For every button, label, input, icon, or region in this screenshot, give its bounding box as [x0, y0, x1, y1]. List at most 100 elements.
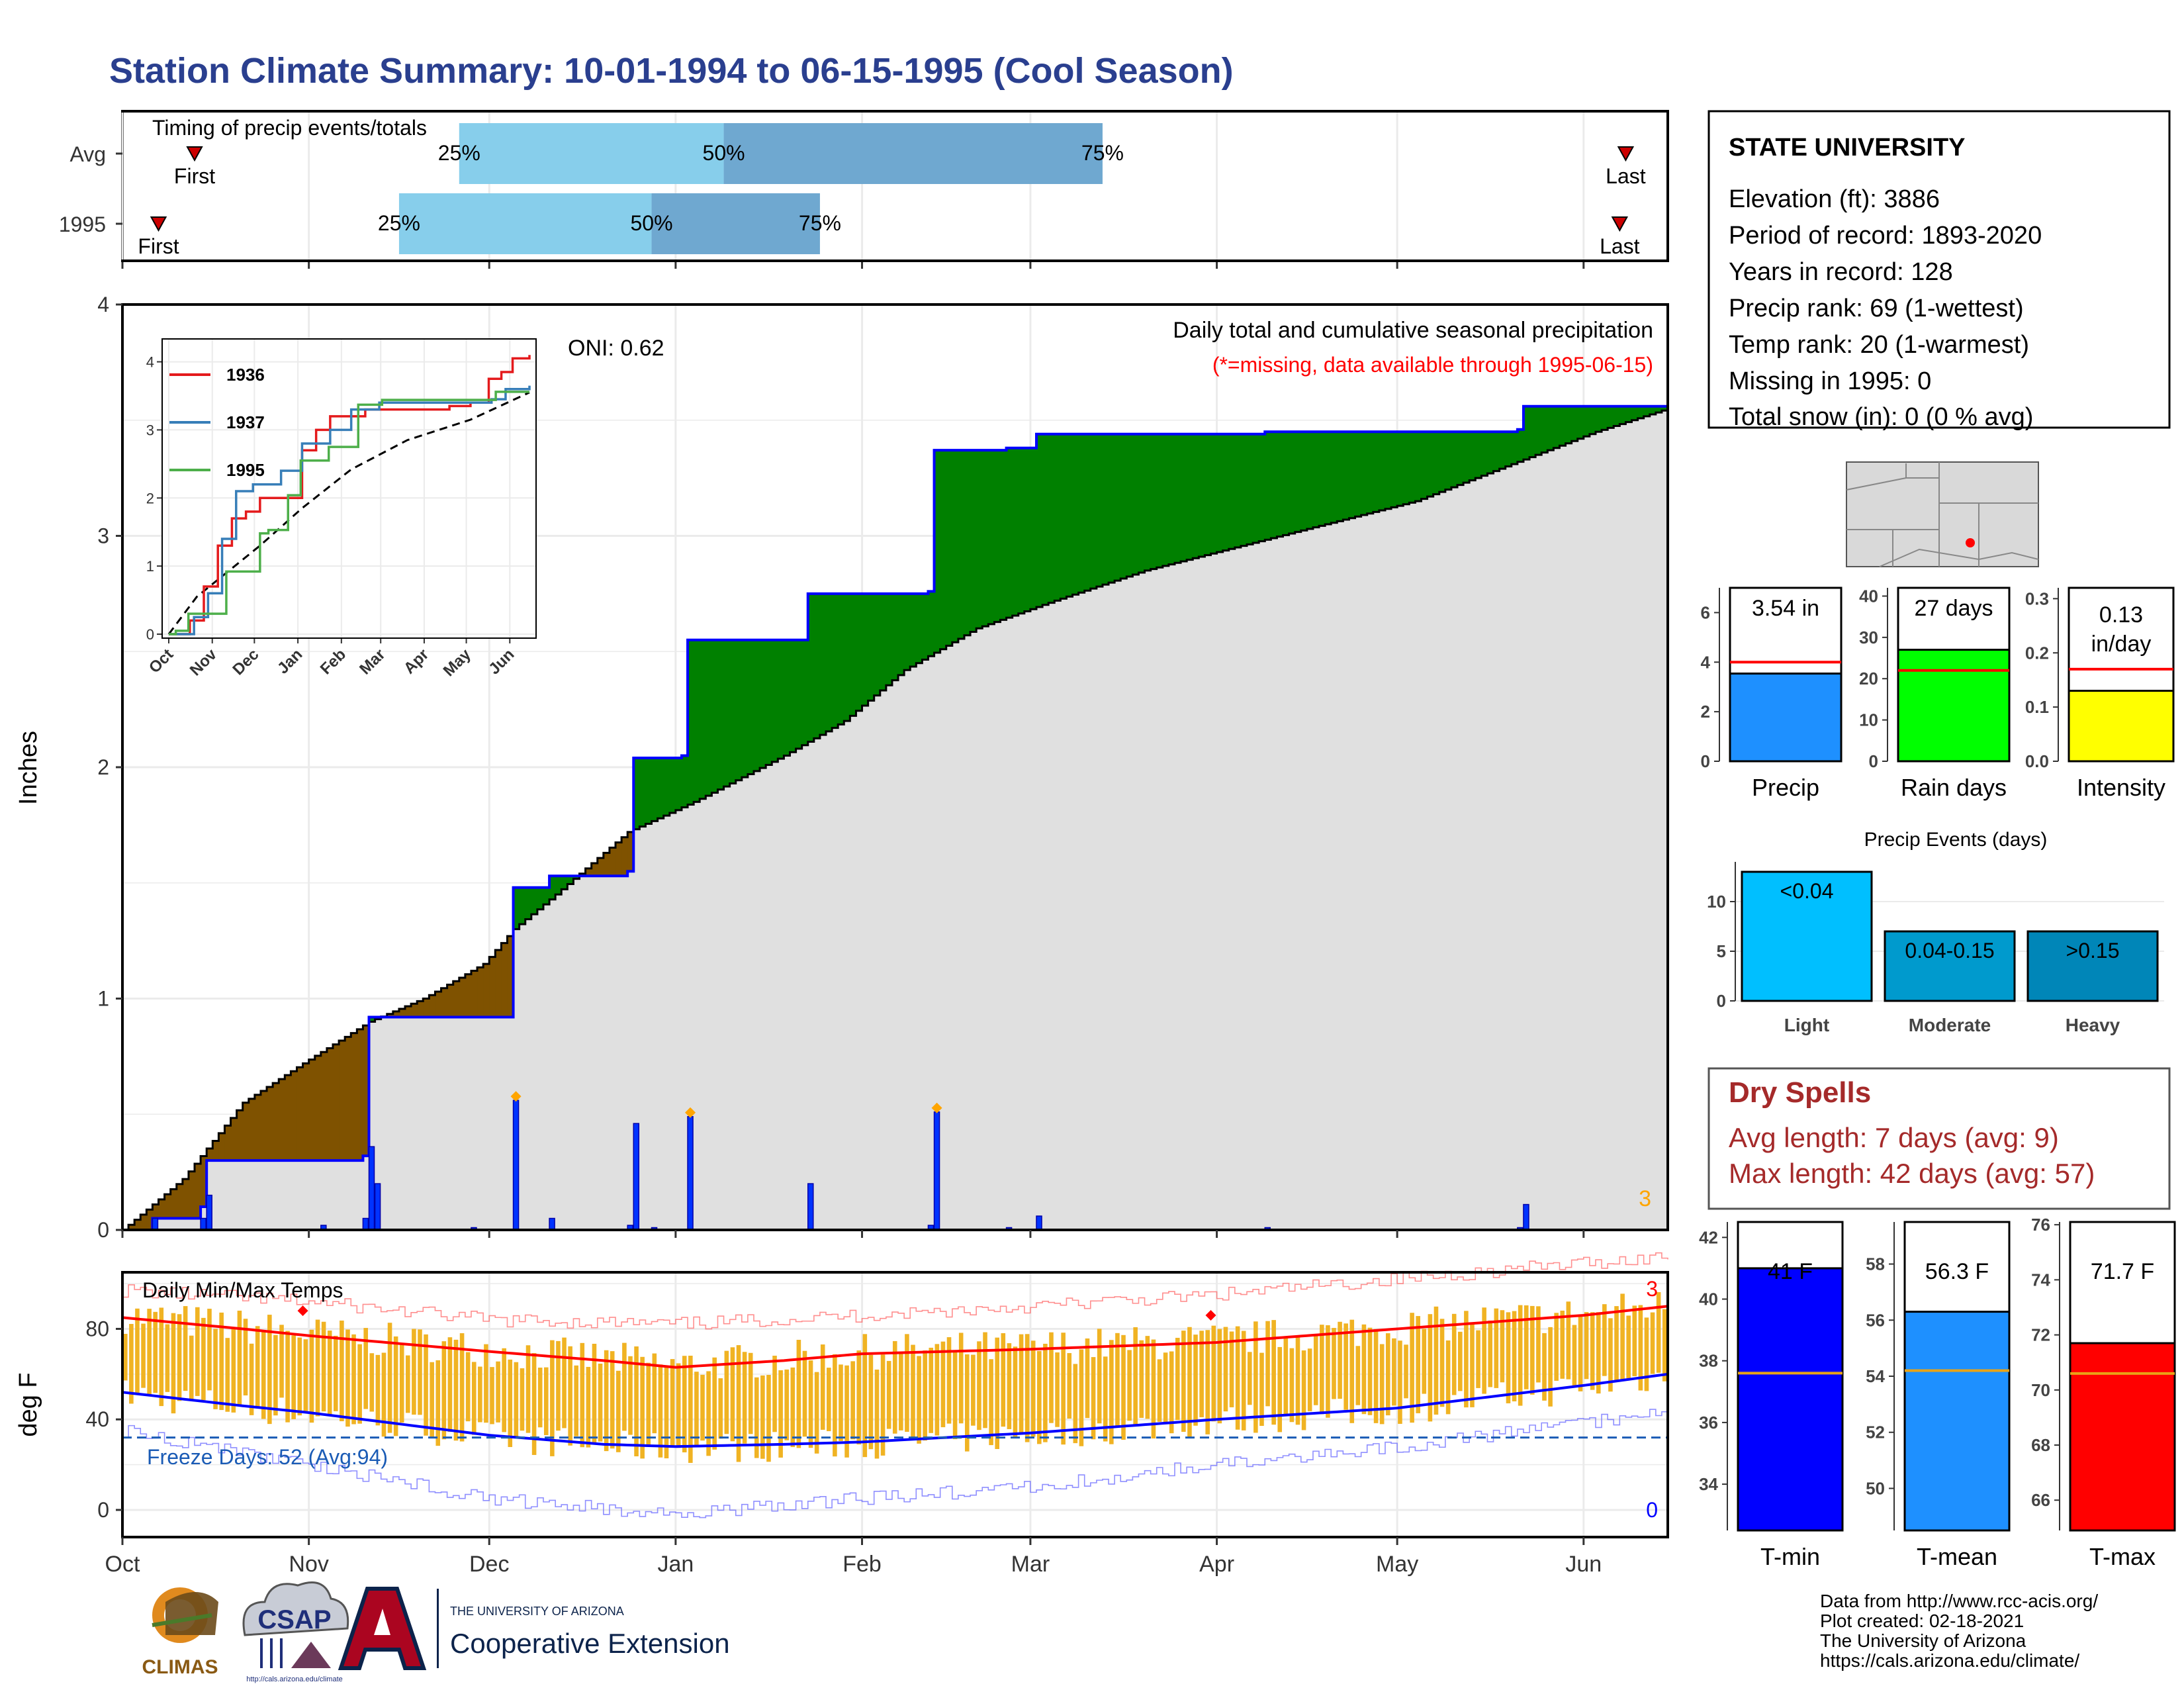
small-bar-y-tick-label: 30 — [1859, 628, 1878, 647]
daily-temp-bar — [1530, 1305, 1535, 1395]
above-average-fill — [561, 876, 568, 890]
daily-temp-bar — [1013, 1346, 1018, 1438]
daily-temp-bar — [369, 1353, 375, 1412]
events-bar-label: <0.04 — [1780, 879, 1834, 903]
daily-temp-bar — [989, 1359, 993, 1446]
above-average-fill — [1312, 432, 1320, 528]
above-average-fill — [1445, 432, 1452, 490]
small-bar-value-label: 3.54 in — [1752, 596, 1819, 621]
daily-precip-bar — [633, 1123, 640, 1231]
station-location-marker — [1966, 538, 1975, 547]
above-average-fill — [1253, 434, 1259, 543]
daily-temp-bar — [995, 1337, 999, 1450]
daily-temp-bar — [1404, 1344, 1408, 1399]
daily-temp-bar — [267, 1315, 272, 1425]
small-bar-y-tick-label: 50 — [1866, 1478, 1885, 1498]
events-x-label: Moderate — [1909, 1015, 1991, 1035]
daily-precip-bar — [807, 1183, 814, 1231]
daily-temp-bar — [514, 1362, 519, 1437]
events-bar-label: 0.04-0.15 — [1905, 939, 1994, 962]
daily-temp-bar — [1211, 1325, 1216, 1422]
freeze-days-label: Freeze Days: 52 (Avg:94) — [147, 1445, 388, 1469]
temp-x-tick-label: Mar — [1011, 1552, 1050, 1577]
daily-precip-bar — [549, 1217, 555, 1231]
daily-temp-bar — [1001, 1333, 1006, 1427]
above-average-fill — [1355, 432, 1362, 517]
temp-panel: 0 40 80 Oct Nov Dec Jan Feb Mar Apr May Jun deg F D… — [15, 1252, 1669, 1577]
events-y-tick-label: 0 — [1717, 991, 1726, 1011]
daily-temp-bar — [1024, 1334, 1030, 1442]
ua-big-text: Cooperative Extension — [450, 1628, 730, 1659]
below-average-fill — [201, 1156, 207, 1207]
above-average-fill — [1661, 406, 1668, 411]
daily-temp-bar — [874, 1369, 880, 1459]
above-average-fill — [1205, 434, 1212, 555]
below-average-fill — [291, 1071, 298, 1161]
daily-temp-bar — [622, 1342, 627, 1431]
daily-temp-bar — [1632, 1305, 1637, 1377]
above-average-fill — [723, 639, 731, 787]
footer: CLIMAS CSAP http://cals.arizona.edu/clim… — [142, 1581, 2098, 1683]
above-average-fill — [994, 450, 1001, 622]
daily-temp-bar — [929, 1347, 934, 1433]
above-average-fill — [1084, 434, 1091, 591]
precip-panel-title: Daily total and cumulative seasonal prec… — [1173, 318, 1653, 343]
above-average-fill — [705, 639, 712, 796]
below-average-fill — [230, 1117, 238, 1161]
small-bar-chart-t-max: 66 68 70 72 74 76 71.7 F T-max — [2031, 1215, 2176, 1570]
daily-temp-bar — [1199, 1331, 1204, 1417]
below-average-fill — [195, 1164, 201, 1219]
daily-temp-bar — [977, 1341, 981, 1430]
below-average-fill — [387, 1013, 394, 1017]
small-bar-chart-t-mean: 50 52 54 56 58 56.3 F T-mean — [1866, 1221, 2011, 1570]
daily-temp-bar — [748, 1352, 753, 1434]
daily-temp-bar — [868, 1354, 874, 1450]
above-average-fill — [1391, 432, 1398, 508]
daily-temp-bar — [640, 1356, 645, 1459]
above-average-fill — [1451, 432, 1458, 488]
daily-temp-bar — [201, 1317, 206, 1401]
daily-temp-bar — [255, 1326, 260, 1409]
daily-temp-bar — [1656, 1292, 1661, 1373]
daily-temp-bar — [592, 1343, 597, 1443]
inset-legend-label: 1936 — [226, 365, 265, 385]
small-bar-y-tick-label: 66 — [2031, 1490, 2050, 1510]
above-average-fill — [1631, 406, 1639, 420]
temp-x-tick-label: Apr — [1199, 1552, 1234, 1577]
above-average-fill — [1602, 406, 1608, 430]
daily-temp-bar — [1433, 1306, 1439, 1415]
daily-temp-bar — [862, 1334, 868, 1458]
above-average-fill — [735, 639, 743, 780]
daily-temp-bar — [856, 1350, 862, 1444]
above-average-fill — [958, 450, 965, 639]
daily-temp-bar — [273, 1335, 278, 1416]
dry-spells-max: Max length: 42 days (avg: 57) — [1729, 1158, 2095, 1189]
daily-temp-bar — [1019, 1334, 1024, 1434]
above-average-fill — [1240, 434, 1248, 546]
daily-temp-bar — [760, 1375, 765, 1459]
above-average-fill — [1234, 434, 1242, 547]
daily-temp-bar — [580, 1342, 585, 1448]
daily-temp-bar — [1241, 1331, 1246, 1430]
small-bar-y-tick-label: 70 — [2031, 1380, 2050, 1400]
above-average-fill — [1614, 406, 1620, 426]
above-average-fill — [1090, 434, 1097, 589]
daily-temp-bar — [147, 1309, 152, 1395]
above-average-fill — [741, 639, 749, 778]
above-average-fill — [1463, 432, 1470, 483]
daily-temp-bar — [508, 1359, 513, 1447]
small-bar-y-tick-label: 0 — [1701, 751, 1710, 771]
daily-temp-bar — [784, 1369, 790, 1440]
record-low-line — [122, 1401, 1668, 1519]
daily-temp-bar — [219, 1312, 224, 1411]
daily-temp-bar — [1398, 1340, 1402, 1424]
above-average-fill — [1216, 434, 1224, 552]
small-bar-y-tick-label: 20 — [1859, 669, 1878, 688]
daily-temp-bar — [827, 1368, 831, 1432]
above-average-fill — [1042, 434, 1049, 605]
daily-temp-bar — [802, 1350, 807, 1437]
below-average-fill — [308, 1059, 316, 1161]
above-average-fill — [657, 758, 664, 819]
record-marker — [297, 1305, 308, 1317]
daily-temp-bar — [556, 1340, 561, 1431]
